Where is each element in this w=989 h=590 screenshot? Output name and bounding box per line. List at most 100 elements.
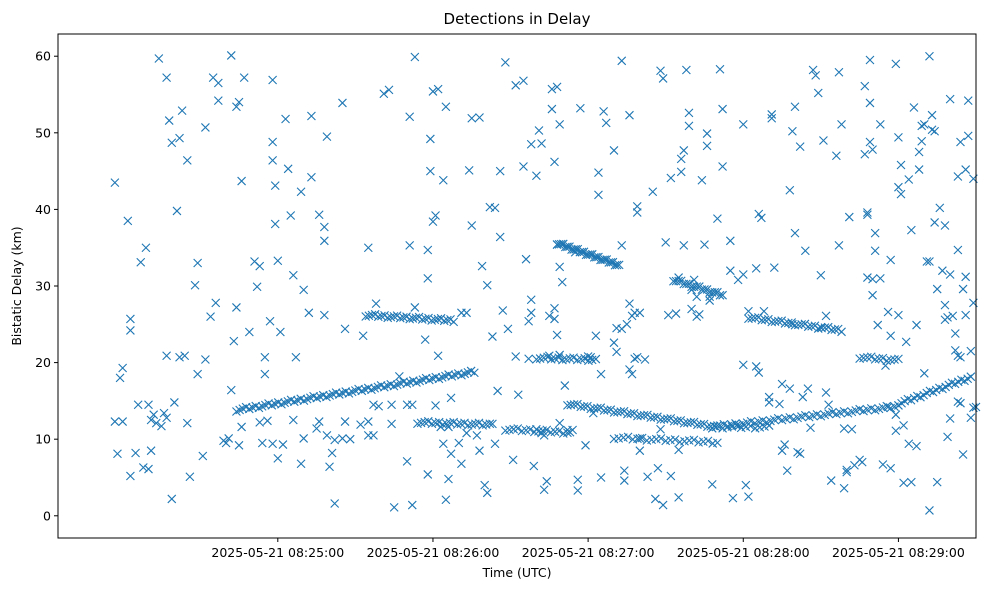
detection-point <box>288 415 298 425</box>
detection-point <box>539 430 549 440</box>
detection-point <box>511 80 521 90</box>
detection-point <box>319 236 329 246</box>
detection-point <box>175 133 184 143</box>
detection-point <box>891 410 901 420</box>
track-detection-point <box>571 244 581 254</box>
detection-point <box>552 82 562 92</box>
track-detection-point <box>442 315 452 325</box>
detection-point <box>961 310 971 320</box>
detection-point <box>268 155 278 165</box>
detection-point <box>526 308 536 318</box>
detection-point <box>658 500 668 510</box>
detection-point <box>232 102 241 112</box>
detection-point <box>793 447 802 457</box>
detection-point <box>953 351 963 361</box>
track-detection-point <box>600 255 610 265</box>
detection-point <box>213 78 223 88</box>
detection-point <box>467 221 477 230</box>
detection-point <box>532 171 541 181</box>
track-detection-point <box>637 433 647 443</box>
track-detection-point <box>445 418 455 428</box>
track-detection-point <box>558 355 567 365</box>
detection-point <box>268 439 278 449</box>
track-detection-point <box>449 317 459 327</box>
track-detection-point <box>532 354 541 364</box>
detection-point <box>591 331 601 341</box>
track-detection-point <box>874 354 884 364</box>
detection-point <box>679 241 689 250</box>
detection-point <box>860 81 870 91</box>
detection-point <box>162 351 171 361</box>
detection-point <box>444 474 453 484</box>
y-tick-label: 40 <box>35 202 51 217</box>
detection-point <box>622 319 632 329</box>
detection-point <box>692 292 702 302</box>
detection-point <box>790 228 800 238</box>
track-detection-point <box>623 432 633 442</box>
detection-point <box>384 85 394 95</box>
detection-point <box>431 401 440 410</box>
detection-point <box>177 106 187 115</box>
y-tick-label: 20 <box>35 355 51 370</box>
detection-point <box>635 446 645 456</box>
track-detection-point <box>563 242 572 252</box>
detection-point <box>795 449 805 459</box>
detection-point <box>663 310 673 320</box>
detection-point <box>149 410 159 420</box>
track-detection-point <box>452 420 462 429</box>
detection-point <box>653 463 663 473</box>
track-detection-point <box>649 412 659 422</box>
detection-point <box>330 435 340 445</box>
track-detection-point <box>585 250 595 259</box>
detection-point <box>966 413 976 423</box>
detection-point <box>319 222 329 232</box>
track-detection-point <box>420 314 430 324</box>
detection-point <box>273 453 283 463</box>
detection-point <box>966 346 976 356</box>
x-tick-label: 2025-05-21 08:26:00 <box>367 545 500 560</box>
detection-point <box>803 384 813 394</box>
detection-point <box>276 327 285 337</box>
detection-point <box>157 421 166 431</box>
detection-point <box>601 118 611 128</box>
track-detection-point <box>470 419 480 429</box>
detection-point <box>136 257 146 267</box>
detection-point <box>462 308 471 318</box>
detection-point <box>123 216 133 226</box>
detection-point <box>363 417 373 426</box>
detection-point <box>909 103 919 112</box>
detection-point <box>420 335 430 345</box>
track-detection-point <box>556 239 566 249</box>
track-detection-point <box>689 435 699 445</box>
y-axis: 0 10 20 30 40 50 60 <box>35 49 58 523</box>
detection-point <box>405 112 415 122</box>
detection-point <box>917 136 927 146</box>
detection-point <box>958 284 968 294</box>
detection-point <box>327 448 337 458</box>
detection-point <box>550 303 559 313</box>
detection-point <box>226 385 236 395</box>
x-axis-label: Time (UTC) <box>481 565 551 580</box>
detection-point <box>795 142 805 151</box>
y-tick-label: 30 <box>35 279 51 294</box>
track-detection-point <box>773 316 783 326</box>
track-detection-point <box>863 352 872 362</box>
detection-point <box>270 181 280 191</box>
detection-point <box>475 446 484 456</box>
detection-point <box>819 136 828 145</box>
detection-point <box>930 218 940 227</box>
detection-point <box>345 434 355 444</box>
detection-point <box>118 363 128 373</box>
track-detection-point <box>427 419 437 429</box>
detection-point <box>550 314 559 324</box>
detection-point <box>234 97 244 107</box>
detection-point <box>255 261 265 271</box>
detection-point <box>831 151 841 161</box>
detection-point <box>322 430 332 440</box>
detection-point <box>671 309 681 318</box>
track-detection-point <box>837 327 846 337</box>
detection-point <box>281 114 290 124</box>
detection-point <box>891 59 901 69</box>
track-detection-point <box>715 290 725 300</box>
track-detection-point <box>560 242 570 252</box>
